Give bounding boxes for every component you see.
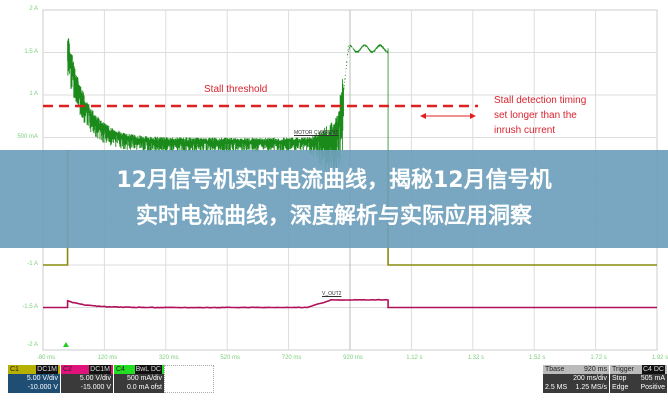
y-tick-label: -2 A — [27, 342, 38, 348]
arrow-heads — [420, 113, 476, 119]
ch-name: C1 — [10, 366, 19, 373]
ch-name: C4 — [116, 366, 125, 373]
trig-mode: Stop — [612, 375, 627, 382]
trigger-marker-icon — [63, 342, 69, 347]
x-tick-label: 920 ms — [343, 355, 363, 361]
tb-rate: 1.25 MS/s — [575, 384, 607, 391]
ch-name: C2 — [63, 366, 72, 373]
tb-div: 200 ms/div — [573, 375, 607, 382]
channel-c1-box[interactable]: C1 DC1M 5.00 V/div -10.000 V — [8, 365, 60, 393]
c2-trace — [43, 298, 657, 309]
banner-line-2: 实时电流曲线，深度解析与实际应用洞察 — [135, 204, 532, 229]
motor-current-label: MOTOR CURRENT — [294, 130, 339, 136]
ch-scale: 5.00 V/div — [26, 375, 58, 382]
x-tick-label: -80 ms — [36, 355, 56, 361]
stall-threshold-label: Stall threshold — [204, 84, 268, 95]
x-tick-label: 520 ms — [220, 355, 241, 361]
x-tick-label: 1.92 s — [651, 355, 668, 361]
ch-coupling: DC1M — [89, 365, 111, 374]
channel-c4-box[interactable]: C4 BwL DC 500 mA/div 0.0 mA ofst — [114, 365, 164, 393]
ch-offset: -15.000 V — [80, 384, 111, 391]
note-line: set longer than the — [494, 110, 577, 121]
x-tick-label: 720 ms — [281, 355, 302, 361]
y-tick-label: 500 mA — [17, 133, 38, 140]
y-tick-label: -1.5 A — [22, 303, 38, 310]
y-tick-label: 2 A — [29, 6, 38, 12]
x-tick-label: 1.32 s — [467, 355, 484, 361]
ch-scale: 5.00 V/div — [79, 375, 111, 382]
trigger-box[interactable]: Trigger C4 DC Stop 505 mA Edge Positive — [610, 365, 667, 393]
ch-coupling: BwL DC — [134, 365, 162, 374]
note-line: inrush current — [494, 125, 556, 136]
empty-channel-slot[interactable] — [164, 365, 214, 393]
note-line: Stall detection timing — [494, 95, 587, 106]
x-tick-label: 320 ms — [158, 355, 179, 361]
vout2-label: V_OUT2 — [322, 291, 342, 297]
timebase-box[interactable]: Tbase 920 ms 200 ms/div 2.5 MS 1.25 MS/s — [543, 365, 609, 393]
ch-offset: 0.0 mA ofst — [126, 384, 162, 391]
x-tick-label: 1.12 s — [406, 355, 423, 361]
trig-slope: Positive — [640, 384, 665, 391]
x-tick-label: 120 ms — [97, 355, 118, 361]
y-tick-label: 1 A — [29, 91, 38, 97]
ch-scale: 500 mA/div — [126, 375, 162, 382]
tb-pos: 920 ms — [584, 366, 607, 373]
tb-samples: 2.5 MS — [545, 384, 568, 391]
x-tick-label: 1.72 s — [590, 355, 607, 361]
trig-label: Trigger — [612, 366, 634, 373]
y-tick-label: -1 A — [27, 261, 38, 267]
x-tick-label: 1.52 s — [529, 355, 546, 361]
ch-offset: -10.000 V — [27, 384, 58, 391]
stall-timing-note: Stall detection timing set longer than t… — [494, 93, 586, 138]
trig-ch: C4 DC — [641, 365, 665, 374]
title-banner: 12月信号机实时电流曲线，揭秘12月信号机 实时电流曲线，深度解析与实际应用洞察 — [0, 150, 668, 248]
motor-current-trace — [67, 38, 389, 174]
ch-coupling: DC1M — [36, 365, 58, 374]
banner-line-1: 12月信号机实时电流曲线，揭秘12月信号机 — [116, 168, 552, 193]
channel-c2-box[interactable]: C2 DC1M 5.00 V/div -15.000 V — [61, 365, 113, 393]
trig-type: Edge — [612, 384, 629, 391]
y-tick-label: 1.5 A — [24, 48, 38, 55]
trig-level: 505 mA — [640, 375, 665, 382]
tb-label: Tbase — [545, 366, 565, 373]
